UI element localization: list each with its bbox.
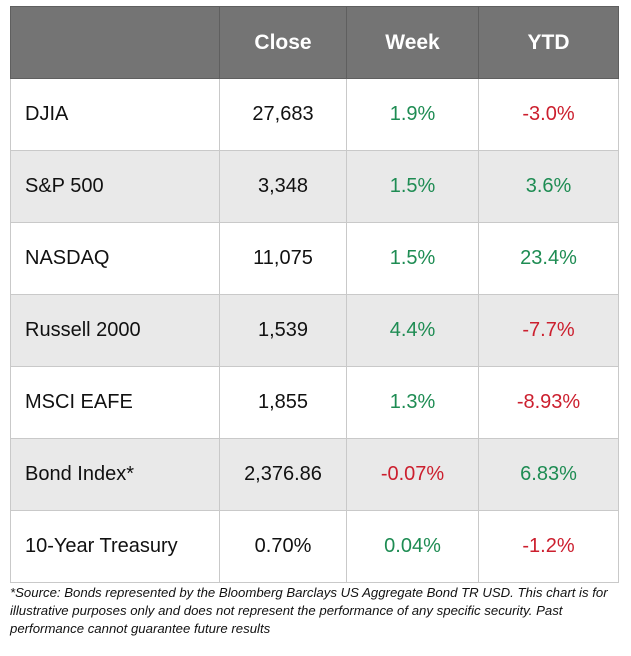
ytd-change: 3.6% <box>478 150 619 223</box>
close-value: 27,683 <box>219 78 347 151</box>
index-name: Bond Index* <box>10 438 220 511</box>
close-value: 2,376.86 <box>219 438 347 511</box>
close-value: 1,855 <box>219 366 347 439</box>
ytd-change: 6.83% <box>478 438 619 511</box>
index-name: 10-Year Treasury <box>10 510 220 583</box>
ytd-change: -7.7% <box>478 294 619 367</box>
week-change: 1.5% <box>346 222 479 295</box>
index-name: MSCI EAFE <box>10 366 220 439</box>
header-ytd: YTD <box>478 6 619 79</box>
header-index <box>10 6 220 79</box>
ytd-change: 23.4% <box>478 222 619 295</box>
table-row: S&P 500 3,348 1.5% 3.6% <box>10 150 619 223</box>
table-row: DJIA 27,683 1.9% -3.0% <box>10 78 619 151</box>
ytd-change: -8.93% <box>478 366 619 439</box>
header-week: Week <box>346 6 479 79</box>
index-name: NASDAQ <box>10 222 220 295</box>
week-change: 0.04% <box>346 510 479 583</box>
index-name: S&P 500 <box>10 150 220 223</box>
market-summary-table: Close Week YTD DJIA 27,683 1.9% -3.0% S&… <box>10 6 619 583</box>
week-change: 1.9% <box>346 78 479 151</box>
table-row: NASDAQ 11,075 1.5% 23.4% <box>10 222 619 295</box>
index-name: Russell 2000 <box>10 294 220 367</box>
ytd-change: -1.2% <box>478 510 619 583</box>
index-name: DJIA <box>10 78 220 151</box>
header-close: Close <box>219 6 347 79</box>
close-value: 0.70% <box>219 510 347 583</box>
close-value: 1,539 <box>219 294 347 367</box>
table-row: Russell 2000 1,539 4.4% -7.7% <box>10 294 619 367</box>
week-change: 4.4% <box>346 294 479 367</box>
week-change: 1.5% <box>346 150 479 223</box>
market-summary-table-container: Close Week YTD DJIA 27,683 1.9% -3.0% S&… <box>10 6 619 583</box>
week-change: 1.3% <box>346 366 479 439</box>
table-row: 10-Year Treasury 0.70% 0.04% -1.2% <box>10 510 619 583</box>
close-value: 3,348 <box>219 150 347 223</box>
table-row: MSCI EAFE 1,855 1.3% -8.93% <box>10 366 619 439</box>
week-change: -0.07% <box>346 438 479 511</box>
ytd-change: -3.0% <box>478 78 619 151</box>
table-header-row: Close Week YTD <box>10 6 619 79</box>
close-value: 11,075 <box>219 222 347 295</box>
table-row: Bond Index* 2,376.86 -0.07% 6.83% <box>10 438 619 511</box>
source-footnote: *Source: Bonds represented by the Bloomb… <box>10 585 608 636</box>
